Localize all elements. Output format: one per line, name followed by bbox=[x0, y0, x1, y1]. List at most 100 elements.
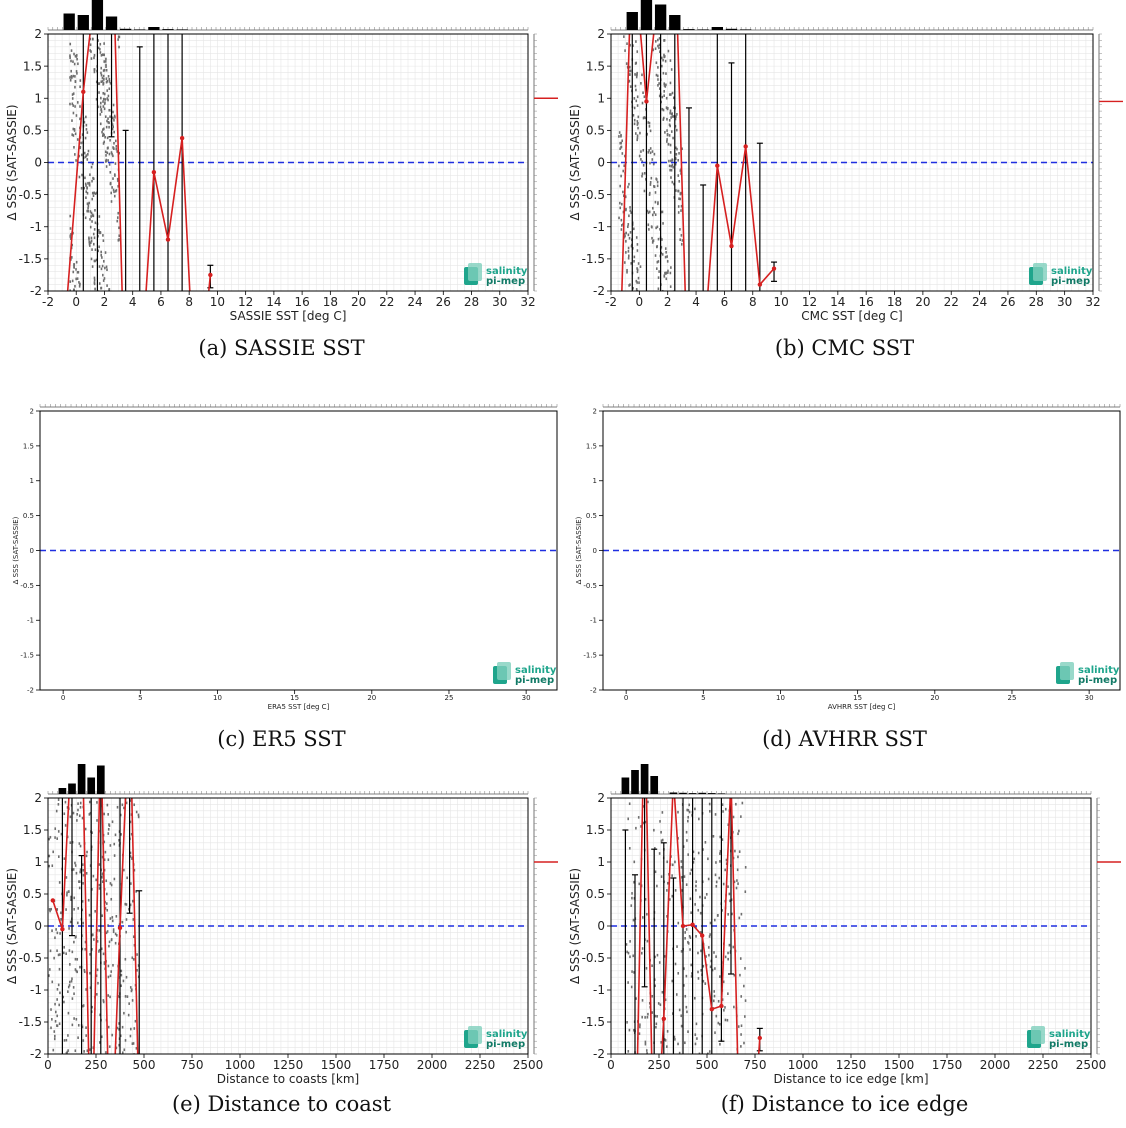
scatter-point bbox=[104, 115, 107, 119]
scatter-point bbox=[634, 73, 636, 76]
scatter-point bbox=[719, 860, 721, 863]
scatter-point bbox=[663, 82, 666, 85]
scatter-point bbox=[633, 880, 635, 884]
scatter-point bbox=[106, 902, 108, 905]
x-tick-label: 5 bbox=[138, 694, 142, 702]
y-tick-label: -1.5 bbox=[19, 1015, 42, 1029]
x-tick-label: 15 bbox=[290, 694, 299, 702]
scatter-point bbox=[662, 71, 665, 75]
scatter-point bbox=[121, 920, 124, 924]
scatter-point bbox=[89, 971, 91, 975]
scatter-point bbox=[636, 243, 639, 246]
scatter-point bbox=[78, 154, 80, 158]
scatter-point bbox=[121, 1051, 124, 1054]
scatter-point bbox=[80, 186, 83, 190]
scatter-point bbox=[671, 115, 674, 118]
scatter-point bbox=[679, 238, 682, 242]
scatter-point bbox=[105, 931, 108, 935]
scatter-point bbox=[117, 211, 120, 215]
scatter-point bbox=[71, 119, 73, 122]
scatter-point bbox=[105, 125, 108, 129]
scatter-point bbox=[103, 107, 106, 111]
histogram-bar bbox=[77, 764, 86, 794]
scatter-point bbox=[51, 980, 54, 984]
scatter-point bbox=[664, 247, 667, 250]
scatter-point bbox=[66, 893, 68, 897]
scatter-point bbox=[97, 228, 100, 232]
scatter-point bbox=[91, 220, 93, 223]
scatter-point bbox=[686, 1010, 688, 1014]
histogram-bar bbox=[77, 15, 89, 30]
scatter-point bbox=[636, 267, 638, 270]
scatter-point bbox=[77, 1023, 80, 1027]
scatter-point bbox=[106, 89, 109, 92]
histogram bbox=[47, 764, 529, 795]
scatter-point bbox=[84, 176, 86, 180]
x-tick-label: 1500 bbox=[884, 1058, 915, 1072]
scatter-point bbox=[69, 227, 72, 230]
scatter-point bbox=[656, 1015, 658, 1018]
y-tick-label: 0.5 bbox=[586, 512, 597, 520]
scatter-point bbox=[687, 815, 689, 819]
scatter-point bbox=[722, 882, 725, 886]
scatter-point bbox=[106, 79, 109, 83]
scatter-point bbox=[81, 947, 84, 951]
y-tick-label: 1 bbox=[34, 855, 42, 869]
scatter-point bbox=[724, 868, 726, 872]
scatter-point bbox=[63, 1039, 66, 1042]
x-tick-label: 1500 bbox=[321, 1058, 352, 1072]
scatter-point bbox=[618, 135, 620, 138]
scatter-point bbox=[727, 823, 730, 827]
scatter-point bbox=[620, 218, 623, 222]
histogram-bar bbox=[640, 764, 649, 794]
scatter-point bbox=[637, 262, 640, 265]
scatter-point bbox=[112, 125, 114, 129]
chart-svg-d: 0 5 10 15 20 25 30 -2 -1.5 -1 -0.5 0 0.5 1 1.5 2 AVHRR S… bbox=[575, 404, 1121, 711]
scatter-point bbox=[86, 209, 88, 213]
scatter-point bbox=[103, 68, 106, 72]
scatter-point bbox=[86, 131, 89, 134]
scatter-point bbox=[99, 231, 102, 235]
scatter-point bbox=[91, 179, 93, 183]
scatter-point bbox=[49, 949, 52, 953]
scatter-point bbox=[79, 105, 81, 108]
scatter-point bbox=[648, 228, 650, 231]
y-tick-label: 1 bbox=[30, 477, 34, 485]
scatter-point bbox=[79, 146, 82, 150]
x-tick-label: 2 bbox=[664, 295, 672, 309]
scatter-point bbox=[98, 82, 101, 85]
scatter-point bbox=[99, 113, 102, 116]
scatter-point bbox=[112, 103, 115, 107]
x-tick-label: 30 bbox=[1085, 694, 1094, 702]
scatter-point bbox=[624, 154, 626, 158]
scatter-point bbox=[631, 892, 633, 895]
logo-text-line2: pi-mep bbox=[1049, 1039, 1088, 1050]
scatter-point bbox=[685, 974, 688, 978]
scatter-point bbox=[124, 957, 127, 961]
scatter-point bbox=[89, 210, 92, 213]
scatter-point bbox=[641, 947, 644, 950]
scatter-point bbox=[653, 185, 655, 188]
scatter-point bbox=[633, 97, 636, 100]
scatter-point bbox=[687, 1030, 689, 1033]
scatter-point bbox=[657, 202, 659, 206]
scatter-point bbox=[738, 850, 741, 853]
scatter-point bbox=[651, 213, 654, 217]
scatter-point bbox=[100, 96, 102, 100]
scatter-point bbox=[664, 271, 666, 275]
scatter-point bbox=[670, 116, 672, 119]
median-line bbox=[66, 34, 212, 291]
scatter-point bbox=[77, 808, 79, 812]
scatter-point bbox=[102, 260, 105, 263]
scatter-point bbox=[744, 1015, 746, 1018]
scatter-point bbox=[96, 993, 98, 996]
x-tick-label: 4 bbox=[692, 295, 700, 309]
scatter-point bbox=[671, 874, 673, 877]
scatter-point bbox=[128, 1002, 130, 1005]
x-tick-label: 10 bbox=[773, 295, 788, 309]
scatter-point bbox=[94, 248, 97, 252]
scatter-point bbox=[129, 855, 132, 858]
x-tick-label: 10 bbox=[213, 694, 222, 702]
scatter-point bbox=[80, 141, 82, 145]
